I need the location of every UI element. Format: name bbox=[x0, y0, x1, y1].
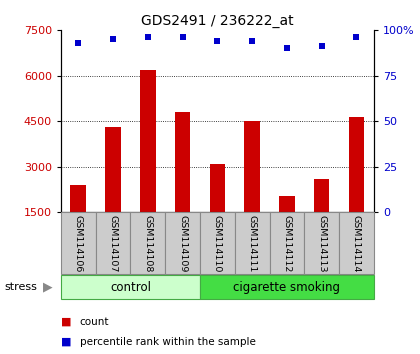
Text: percentile rank within the sample: percentile rank within the sample bbox=[80, 337, 256, 347]
Text: GSM114106: GSM114106 bbox=[74, 215, 83, 272]
Bar bbox=[105, 127, 121, 212]
Bar bbox=[235, 212, 270, 274]
Text: GSM114112: GSM114112 bbox=[282, 215, 291, 272]
Bar bbox=[279, 196, 295, 212]
Text: count: count bbox=[80, 317, 109, 327]
Bar bbox=[210, 164, 225, 212]
Point bbox=[75, 40, 81, 46]
Text: control: control bbox=[110, 281, 151, 293]
Text: cigarette smoking: cigarette smoking bbox=[234, 281, 340, 293]
Text: GSM114107: GSM114107 bbox=[108, 215, 118, 272]
Bar bbox=[349, 117, 364, 212]
Text: GSM114111: GSM114111 bbox=[248, 215, 257, 272]
Point bbox=[214, 38, 221, 44]
Bar bbox=[339, 212, 374, 274]
Bar bbox=[140, 70, 156, 212]
Point bbox=[249, 38, 255, 44]
Point bbox=[179, 35, 186, 40]
Text: GSM114109: GSM114109 bbox=[178, 215, 187, 272]
Bar bbox=[304, 212, 339, 274]
Bar bbox=[244, 121, 260, 212]
Point bbox=[318, 44, 325, 49]
Bar bbox=[270, 212, 304, 274]
Bar bbox=[175, 112, 190, 212]
Text: GSM114110: GSM114110 bbox=[213, 215, 222, 272]
Bar bbox=[314, 179, 329, 212]
Bar bbox=[200, 275, 374, 299]
Text: GSM114114: GSM114114 bbox=[352, 215, 361, 272]
Title: GDS2491 / 236222_at: GDS2491 / 236222_at bbox=[141, 14, 294, 28]
Point bbox=[110, 36, 116, 42]
Bar bbox=[200, 212, 235, 274]
Point bbox=[284, 45, 290, 51]
Text: ■: ■ bbox=[61, 317, 71, 327]
Text: ■: ■ bbox=[61, 337, 71, 347]
Text: GSM114113: GSM114113 bbox=[317, 215, 326, 272]
Text: GSM114108: GSM114108 bbox=[143, 215, 152, 272]
Bar bbox=[71, 185, 86, 212]
Text: stress: stress bbox=[4, 282, 37, 292]
Bar bbox=[131, 212, 165, 274]
Text: ▶: ▶ bbox=[43, 281, 53, 293]
Bar bbox=[165, 212, 200, 274]
Bar bbox=[61, 212, 96, 274]
Point bbox=[353, 35, 360, 40]
Bar bbox=[96, 212, 131, 274]
Bar bbox=[61, 275, 200, 299]
Point bbox=[144, 35, 151, 40]
